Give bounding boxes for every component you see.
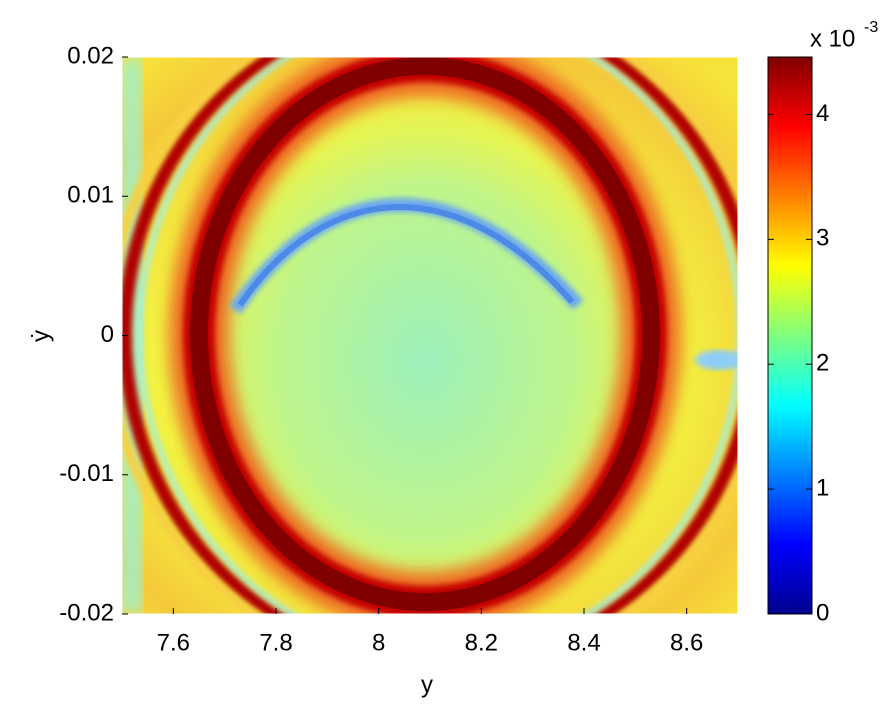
colorbar-tick-label: 0 bbox=[816, 599, 829, 626]
x-axis-label: y bbox=[421, 671, 433, 698]
x-tick-label: 8 bbox=[372, 629, 385, 656]
x-tick-label: 7.6 bbox=[157, 629, 190, 656]
colorbar-exponent: -3 bbox=[864, 19, 878, 36]
colorbar-tick-label: 3 bbox=[816, 225, 829, 252]
colorbar-tick-label: 1 bbox=[816, 474, 829, 501]
colorbar-tick-label: 2 bbox=[816, 350, 829, 377]
x-tick-label: 8.4 bbox=[567, 629, 600, 656]
y-tick-label: -0.01 bbox=[59, 460, 114, 487]
colorbar-multiplier: x 10 bbox=[810, 25, 855, 52]
y-tick-label: 0 bbox=[101, 321, 114, 348]
colorbar bbox=[767, 56, 813, 615]
y-axis-label: ẏ bbox=[27, 330, 54, 342]
y-tick-label: 0.02 bbox=[67, 42, 114, 69]
x-tick-label: 8.6 bbox=[670, 629, 703, 656]
y-tick-label: -0.02 bbox=[59, 599, 114, 626]
colorbar-tick-label: 4 bbox=[816, 100, 829, 127]
y-tick-label: 0.01 bbox=[67, 182, 114, 209]
heatmap-field bbox=[122, 57, 738, 614]
x-tick-label: 8.2 bbox=[465, 629, 498, 656]
x-tick-label: 7.8 bbox=[259, 629, 292, 656]
